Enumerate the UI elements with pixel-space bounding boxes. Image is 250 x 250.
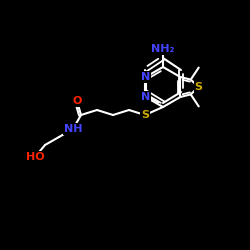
Text: HO: HO <box>26 152 44 162</box>
Text: O: O <box>72 96 82 106</box>
Text: N: N <box>141 72 150 82</box>
Text: S: S <box>194 82 202 92</box>
Text: NH: NH <box>64 124 82 134</box>
Text: N: N <box>141 92 150 102</box>
Text: NH₂: NH₂ <box>151 44 175 54</box>
Text: S: S <box>141 110 149 120</box>
